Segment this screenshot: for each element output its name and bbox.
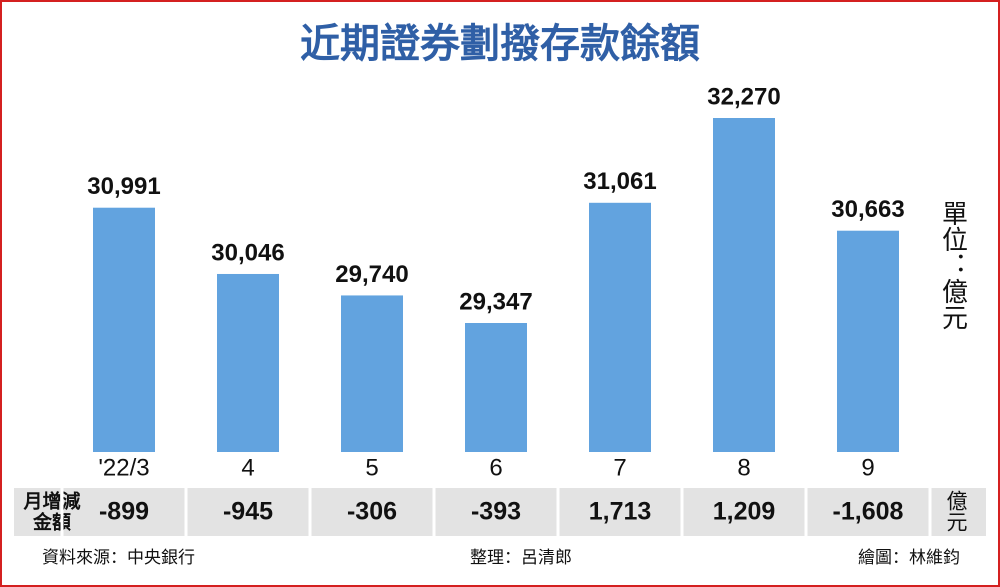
x-tick-label: 7 <box>613 454 626 481</box>
table-value: -899 <box>99 498 149 526</box>
table-value: -1,608 <box>833 498 904 526</box>
table-unit: 億元 <box>944 490 968 532</box>
editor: 整理：呂清郎 <box>470 548 572 568</box>
x-tick-label: '22/3 <box>98 454 149 481</box>
row-label: 月增減 <box>22 490 80 513</box>
table-row <box>14 488 986 536</box>
table-value: 1,713 <box>589 498 652 526</box>
value-label: 31,061 <box>583 168 656 195</box>
bar <box>93 207 155 452</box>
table-value: -393 <box>471 498 521 526</box>
table-value: -945 <box>223 498 273 526</box>
bar <box>589 202 651 452</box>
table-value: -306 <box>347 498 397 526</box>
bar <box>217 273 279 452</box>
value-label: 30,046 <box>211 239 284 266</box>
unit-label: 單位：億元 <box>938 200 968 330</box>
row-label: 金額 <box>32 511 71 534</box>
value-label: 30,663 <box>831 196 904 223</box>
x-tick-label: 6 <box>489 454 502 481</box>
x-tick-label: 5 <box>365 454 378 481</box>
x-tick-label: 8 <box>737 454 750 481</box>
value-label: 29,347 <box>459 288 532 315</box>
bar <box>465 323 527 452</box>
table-value: 1,209 <box>713 498 776 526</box>
bar <box>341 295 403 452</box>
value-label: 29,740 <box>335 261 408 288</box>
x-tick-label: 4 <box>241 454 254 481</box>
x-tick-label: 9 <box>861 454 874 481</box>
source: 資料來源：中央銀行 <box>42 548 195 568</box>
value-label: 30,991 <box>87 173 160 200</box>
artist: 繪圖：林維鈞 <box>858 548 960 568</box>
chart-title: 近期證券劃撥存款餘額 <box>300 21 700 67</box>
bar <box>837 230 899 452</box>
value-label: 32,270 <box>707 83 780 110</box>
bar <box>713 118 775 452</box>
